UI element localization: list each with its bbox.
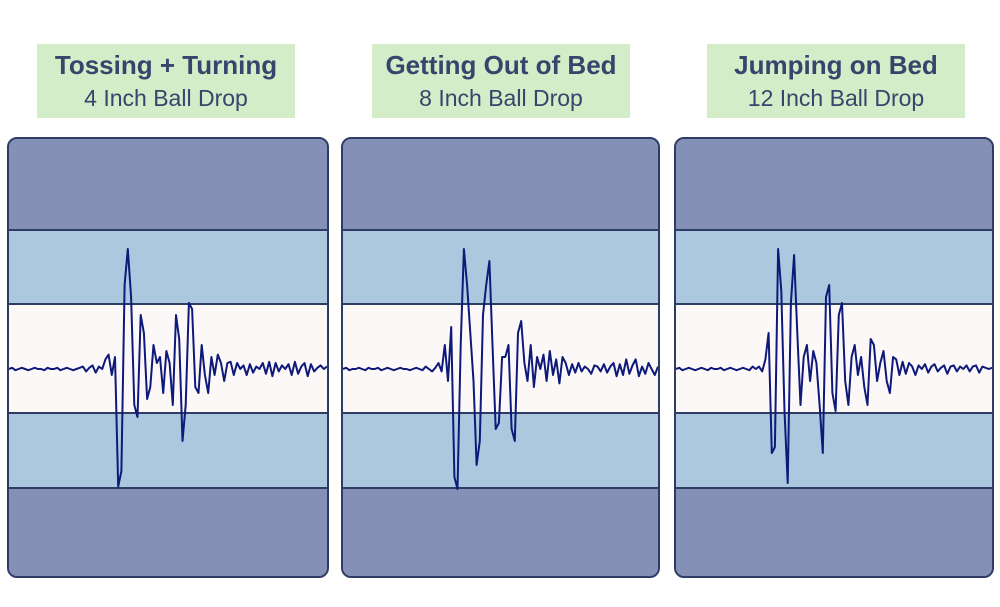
band-middle-2 xyxy=(343,230,658,304)
panel-1-title: Tossing + Turning xyxy=(54,50,278,80)
vibration-trace xyxy=(9,248,327,488)
band-middle-4 xyxy=(9,413,327,488)
panel-2-label: Getting Out of Bed 8 Inch Ball Drop xyxy=(372,44,630,118)
panel-2-title: Getting Out of Bed xyxy=(385,50,617,80)
vibration-trace xyxy=(343,248,658,490)
band-middle-4 xyxy=(343,413,658,488)
band-outer-1 xyxy=(676,139,992,230)
band-outer-5 xyxy=(9,488,327,576)
panel-2-chart xyxy=(341,137,660,578)
panel-3-chart xyxy=(674,137,994,578)
panel-2-svg xyxy=(343,139,658,576)
panel-3-title: Jumping on Bed xyxy=(734,50,938,80)
panel-1-svg xyxy=(9,139,327,576)
panel-1-chart xyxy=(7,137,329,578)
panel-1-subtitle: 4 Inch Ball Drop xyxy=(84,85,248,111)
panel-2-subtitle: 8 Inch Ball Drop xyxy=(419,85,583,111)
band-middle-2 xyxy=(9,230,327,304)
vibration-trace xyxy=(676,248,992,484)
band-middle-2 xyxy=(676,230,992,304)
panel-3-subtitle: 12 Inch Ball Drop xyxy=(747,85,925,111)
band-outer-1 xyxy=(343,139,658,230)
panel-3-svg xyxy=(676,139,992,576)
band-middle-4 xyxy=(676,413,992,488)
band-outer-1 xyxy=(9,139,327,230)
panel-1-label: Tossing + Turning 4 Inch Ball Drop xyxy=(37,44,295,118)
band-outer-5 xyxy=(676,488,992,576)
band-outer-5 xyxy=(343,488,658,576)
band-center-3 xyxy=(676,304,992,413)
panel-3-label: Jumping on Bed 12 Inch Ball Drop xyxy=(707,44,965,118)
